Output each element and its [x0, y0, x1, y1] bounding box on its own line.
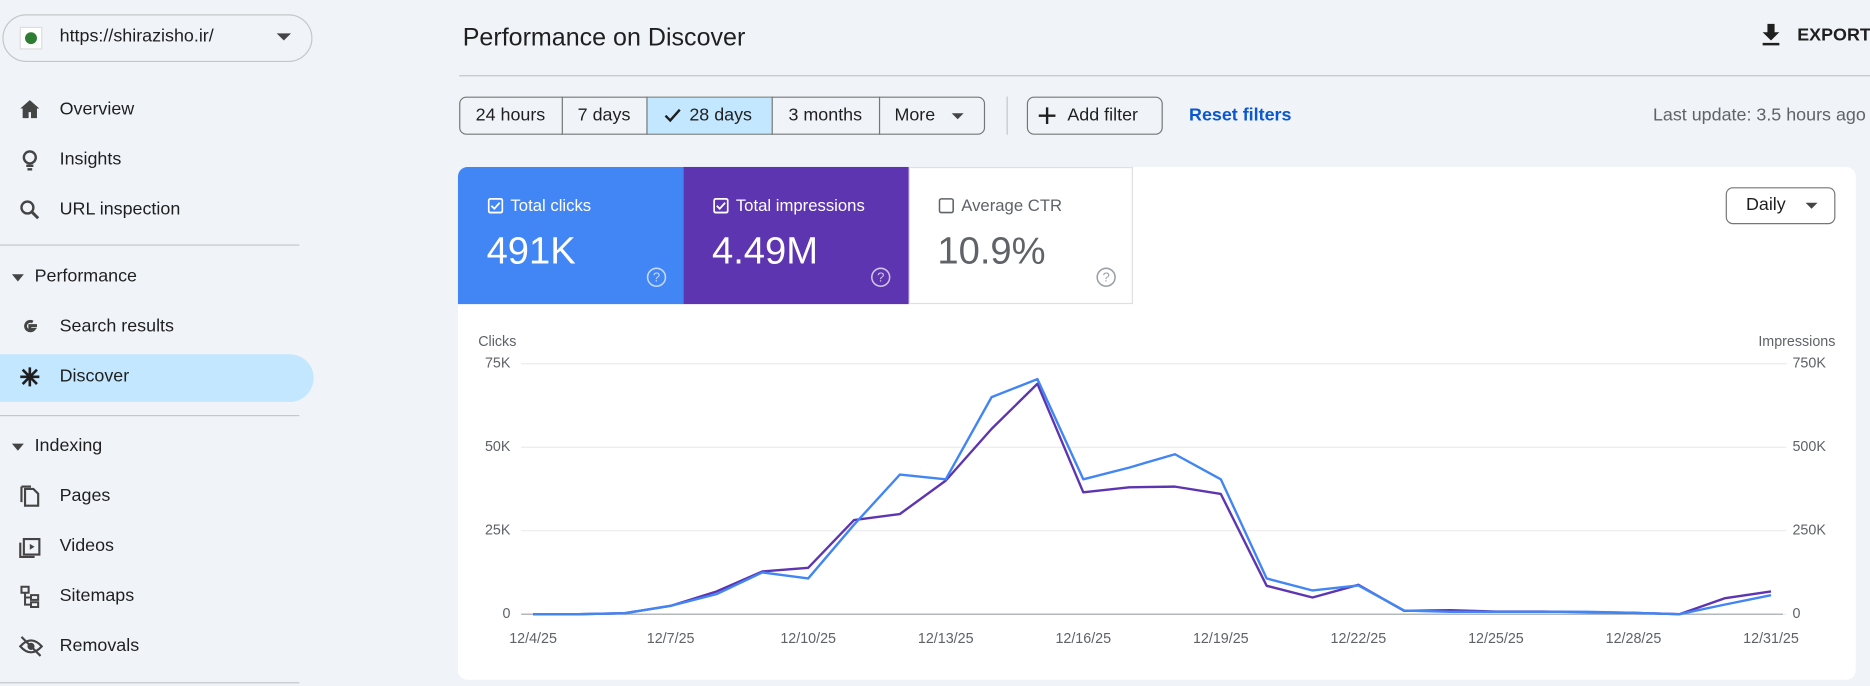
caret: [11, 274, 24, 282]
home-icon: [20, 100, 40, 119]
nav-item[interactable]: Removals: [59, 635, 140, 656]
y2-tick-label: 750K: [1792, 356, 1826, 372]
search-icon: [20, 200, 40, 220]
x-tick-label: 12/31/25: [1743, 631, 1799, 647]
export-button[interactable]: EXPORT: [1797, 25, 1870, 46]
nav-item[interactable]: Sitemaps: [59, 585, 135, 606]
svg-text:?: ?: [653, 269, 660, 284]
dropdown-arrow: [1805, 202, 1818, 209]
site-url: https://shirazisho.ir/: [59, 26, 214, 47]
checkbox[interactable]: [938, 198, 955, 214]
series-line: [533, 377, 1772, 616]
metric-value: 4.49M: [711, 228, 819, 272]
divider: [561, 96, 563, 135]
y2-tick-label: 250K: [1792, 522, 1826, 538]
x-tick-label: 12/13/25: [918, 631, 974, 647]
site-favicon: [19, 26, 43, 50]
y2-tick-label: 500K: [1792, 439, 1826, 455]
checkbox[interactable]: [713, 197, 729, 214]
divider: [459, 75, 1870, 77]
y-axis-title: Clicks: [478, 334, 516, 350]
divider: [0, 682, 300, 684]
x-tick-label: 12/7/25: [647, 631, 695, 647]
range-chip[interactable]: More: [894, 104, 936, 126]
y-tick-label: 25K: [485, 522, 511, 538]
nav-active-bg: [0, 354, 314, 402]
range-chip[interactable]: 28 days: [689, 104, 752, 126]
reset-filters[interactable]: Reset filters: [1189, 104, 1292, 126]
add-filter-button[interactable]: [1026, 96, 1163, 135]
nav-item[interactable]: Search results: [59, 316, 174, 337]
x-tick-label: 12/16/25: [1055, 631, 1111, 647]
nav-section[interactable]: Performance: [34, 265, 137, 287]
metric-value: 10.9%: [937, 228, 1046, 272]
plus-icon: [1038, 107, 1056, 125]
y-tick-label: 0: [502, 606, 510, 622]
granularity-select[interactable]: [1725, 187, 1836, 225]
divider: [646, 96, 648, 135]
metric-label: Total impressions: [735, 195, 865, 215]
help-icon: ?: [646, 267, 667, 287]
x-tick-label: 12/4/25: [509, 631, 557, 647]
videos-icon: [19, 537, 41, 559]
discover-icon: [20, 367, 40, 387]
download-icon: [1762, 23, 1780, 46]
page-title: Performance on Discover: [462, 23, 746, 52]
check-icon: [664, 108, 681, 123]
help-icon: ?: [871, 267, 891, 287]
google-icon: [24, 319, 38, 333]
x-tick-label: 12/25/25: [1468, 631, 1524, 647]
range-chip[interactable]: 3 months: [788, 104, 863, 126]
checkbox[interactable]: [487, 197, 504, 214]
nav-item[interactable]: Videos: [59, 535, 115, 556]
divider: [771, 96, 773, 135]
last-update: Last update: 3.5 hours ago: [1652, 104, 1866, 126]
range-group: [459, 96, 986, 135]
help-icon: ?: [1096, 267, 1116, 287]
granularity-label[interactable]: Daily: [1745, 194, 1786, 215]
sitemaps-icon: [20, 585, 40, 609]
bulb-icon: [22, 150, 37, 171]
divider: [0, 415, 300, 417]
x-tick-label: 12/10/25: [780, 631, 836, 647]
range-chip[interactable]: 7 days: [577, 104, 631, 126]
y2-tick-label: 0: [1792, 606, 1800, 622]
range-chip[interactable]: 24 hours: [475, 104, 546, 126]
nav-item[interactable]: Pages: [59, 485, 111, 506]
x-tick-label: 12/22/25: [1331, 631, 1387, 647]
nav-section[interactable]: Indexing: [34, 435, 103, 456]
nav-item[interactable]: Overview: [59, 98, 135, 120]
divider: [0, 244, 300, 246]
series-line: [533, 382, 1772, 616]
y-tick-label: 75K: [485, 356, 511, 372]
divider: [878, 96, 881, 135]
nav-item[interactable]: URL inspection: [59, 199, 181, 220]
dropdown-arrow: [276, 33, 291, 41]
range-selected-bg: [647, 97, 772, 134]
site-selector[interactable]: [2, 14, 313, 63]
removals-icon: [18, 636, 44, 657]
metric-label: Average CTR: [961, 195, 1063, 215]
nav-item[interactable]: Insights: [59, 149, 122, 170]
svg-text:?: ?: [877, 269, 884, 284]
metric-tile[interactable]: [683, 166, 909, 305]
metric-label: Total clicks: [510, 195, 592, 215]
metric-tile[interactable]: [908, 166, 1133, 305]
metric-value: 491K: [486, 228, 576, 272]
x-tick-label: 12/28/25: [1606, 631, 1662, 647]
add-filter-label[interactable]: Add filter: [1067, 104, 1138, 126]
divider: [1006, 96, 1008, 135]
nav-item[interactable]: Discover: [59, 366, 130, 387]
x-tick-label: 12/19/25: [1193, 631, 1249, 647]
caret: [11, 443, 24, 451]
svg-text:?: ?: [1102, 269, 1109, 284]
dropdown-arrow: [951, 113, 964, 120]
y2-axis-title: Impressions: [1758, 334, 1835, 350]
metric-tile[interactable]: [457, 166, 684, 305]
y-tick-label: 50K: [485, 439, 511, 455]
pages-icon: [20, 485, 40, 507]
